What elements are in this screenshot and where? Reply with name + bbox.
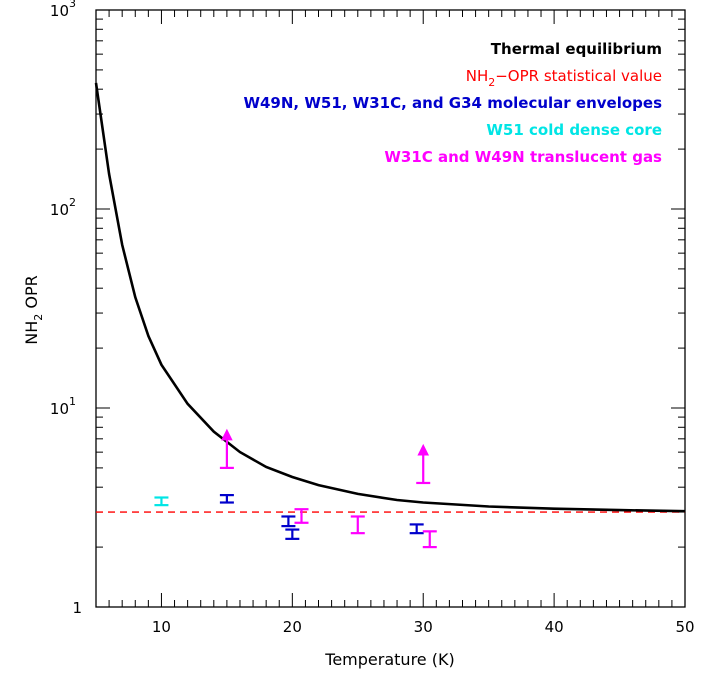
- x-tick-label: 30: [414, 618, 433, 636]
- lower-limit-point: [416, 443, 431, 485]
- y-axis-title-main: NH: [22, 321, 41, 345]
- x-tick-label: 10: [152, 618, 171, 636]
- legend-entry: W51 cold dense core: [486, 121, 662, 139]
- plot-frame: [95, 9, 686, 608]
- legend: Thermal equilibrium NH2−OPR statistical v…: [243, 40, 662, 166]
- errorbar-point: [154, 496, 169, 507]
- errorbar-point: [285, 528, 300, 540]
- x-tick-label: 20: [283, 618, 302, 636]
- lower-limit-arrowhead: [417, 443, 430, 456]
- y-axis-title-rest: OPR: [22, 275, 41, 313]
- errorbar-point: [219, 494, 234, 504]
- y-axis-title: NH2 OPR: [22, 275, 45, 344]
- y-axis-ticks: 1 101 102 103: [50, 0, 685, 617]
- x-axis-ticks: 10 20 30 40 50: [108, 10, 695, 636]
- y-tick-label: 1: [72, 599, 82, 617]
- x-axis-title: Temperature (K): [324, 650, 454, 669]
- legend-entry: Thermal equilibrium: [491, 40, 662, 58]
- lower-limit-point: [219, 428, 234, 470]
- lower-limit-arrowhead: [221, 428, 233, 441]
- errorbar-point: [422, 530, 437, 549]
- legend-entry: W31C and W49N translucent gas: [384, 148, 662, 166]
- legend-entry: NH2−OPR statistical value: [466, 67, 662, 89]
- errorbar-point: [294, 508, 309, 524]
- y-tick-label: 101: [50, 395, 76, 418]
- x-tick-label: 40: [545, 618, 564, 636]
- y-tick-label: 103: [50, 0, 76, 20]
- errorbar-point: [350, 515, 365, 535]
- y-axis-title-subscript: 2: [32, 314, 45, 321]
- x-tick-label: 50: [675, 618, 694, 636]
- thermal-equilibrium-curve: [94, 82, 686, 513]
- y-tick-label: 102: [50, 196, 76, 219]
- errorbar-point: [281, 515, 296, 528]
- legend-entry: W49N, W51, W31C, and G34 molecular envel…: [243, 94, 662, 112]
- errorbar-point: [409, 523, 424, 535]
- chart-marks: [94, 82, 686, 549]
